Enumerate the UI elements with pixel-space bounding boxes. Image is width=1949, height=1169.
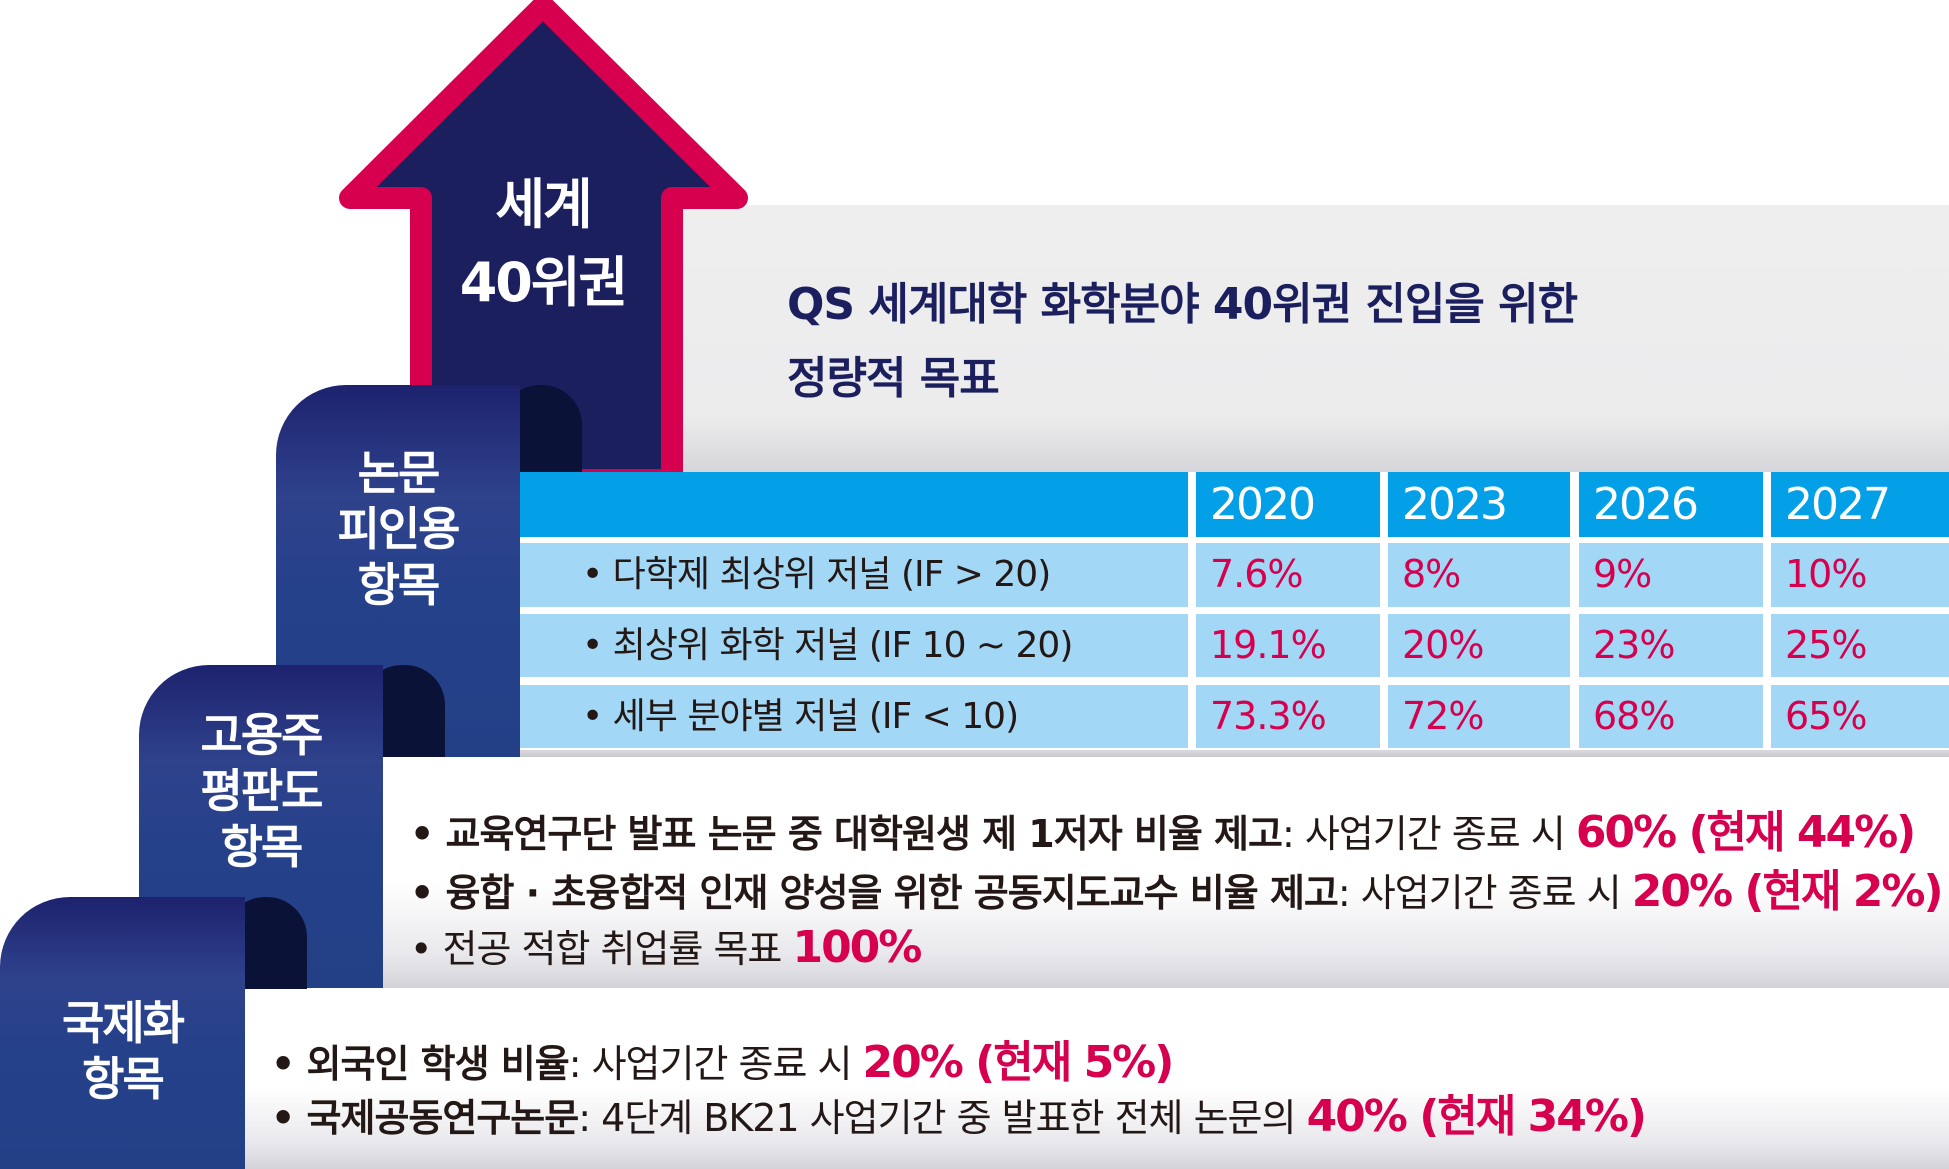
- table-header-blank: [520, 472, 1188, 537]
- title-background: [677, 205, 1949, 505]
- table-header-year: 2020: [1196, 472, 1380, 537]
- employer-item-value: 100%: [792, 922, 922, 973]
- international-item-text: : 사업기간 종료 시: [568, 1042, 863, 1086]
- tab-citation-line: 논문: [357, 446, 441, 500]
- table-header-year: 2026: [1579, 472, 1763, 537]
- table-row-label: • 세부 분야별 저널 (IF < 10): [520, 685, 1188, 748]
- table-cell: 72%: [1388, 685, 1570, 748]
- table-header-year: 2027: [1771, 472, 1949, 537]
- tab-employer-line: 평판도: [200, 764, 324, 818]
- employer-item-text: : 사업기간 종료 시: [1281, 812, 1576, 856]
- employer-item: • 교육연구단 발표 논문 중 대학원생 제 1저자 비율 제고: 사업기간 종…: [410, 796, 1916, 860]
- arrow-label-line1: 세계: [495, 173, 592, 236]
- table-row-label: • 최상위 화학 저널 (IF 10 ~ 20): [520, 614, 1188, 677]
- international-item: • 외국인 학생 비율: 사업기간 종료 시 20% (현재 5%): [271, 1026, 1175, 1090]
- tab-employer-line: 항목: [220, 820, 304, 874]
- table-cell: 10%: [1771, 543, 1949, 607]
- employer-item-text: : 사업기간 종료 시: [1337, 871, 1632, 915]
- table-cell: 25%: [1771, 614, 1949, 677]
- tab-international: 국제화 항목: [0, 897, 245, 1169]
- table-row-label: • 다학제 최상위 저널 (IF > 20): [520, 543, 1188, 607]
- table-shadow: [520, 750, 1949, 757]
- table-cell: 8%: [1388, 543, 1570, 607]
- employer-item-title: • 융합 · 초융합적 인재 양성을 위한 공동지도교수 비율 제고: [410, 871, 1339, 915]
- international-item-text: : 4단계 BK21 사업기간 중 발표한 전체 논문의: [578, 1096, 1307, 1140]
- international-item: • 국제공동연구논문: 4단계 BK21 사업기간 중 발표한 전체 논문의 4…: [271, 1080, 1647, 1144]
- arrow-label-line2: 40위권: [459, 251, 629, 314]
- tab-international-line: 국제화: [62, 996, 185, 1050]
- employer-item-text: • 전공 적합 취업률 목표: [410, 927, 793, 971]
- page-title: QS 세계대학 화학분야 40위권 진입을 위한 정량적 목표: [787, 268, 1887, 416]
- employer-item-value: 20% (현재 2%): [1631, 866, 1944, 917]
- employer-item-value: 60% (현재 44%): [1575, 807, 1916, 858]
- table-cell: 23%: [1579, 614, 1763, 677]
- up-arrow-icon: [339, 0, 748, 480]
- table-cell: 19.1%: [1196, 614, 1380, 677]
- tab-citation-line: 항목: [357, 558, 441, 612]
- employer-item: • 융합 · 초융합적 인재 양성을 위한 공동지도교수 비율 제고: 사업기간…: [410, 855, 1944, 919]
- employer-panel: [383, 756, 1949, 988]
- table-cell: 9%: [1579, 543, 1763, 607]
- international-item-value: 20% (현재 5%): [862, 1037, 1175, 1088]
- table-cell: 65%: [1771, 685, 1949, 748]
- employer-item-title: • 교육연구단 발표 논문 중 대학원생 제 1저자 비율 제고: [410, 812, 1283, 856]
- tab-citation-line: 피인용: [337, 502, 461, 556]
- table-cell: 7.6%: [1196, 543, 1380, 607]
- title-line-2: 정량적 목표: [787, 353, 1000, 404]
- international-item-title: • 외국인 학생 비율: [271, 1042, 570, 1086]
- tab-international-line: 항목: [82, 1052, 165, 1106]
- international-panel: [245, 988, 1949, 1169]
- table-cell: 68%: [1579, 685, 1763, 748]
- table-cell: 20%: [1388, 614, 1570, 677]
- employer-item: • 전공 적합 취업률 목표 100%: [410, 918, 922, 973]
- citation-table: 2020 2023 2026 2027 • 다학제 최상위 저널 (IF > 2…: [520, 472, 1949, 757]
- international-item-title: • 국제공동연구논문: [271, 1096, 579, 1140]
- title-line-1: QS 세계대학 화학분야 40위권 진입을 위한: [787, 279, 1578, 330]
- international-item-value: 40% (현재 34%): [1306, 1091, 1647, 1142]
- tab-employer-line: 고용주: [200, 708, 324, 762]
- table-cell: 73.3%: [1196, 685, 1380, 748]
- table-header-year: 2023: [1388, 472, 1570, 537]
